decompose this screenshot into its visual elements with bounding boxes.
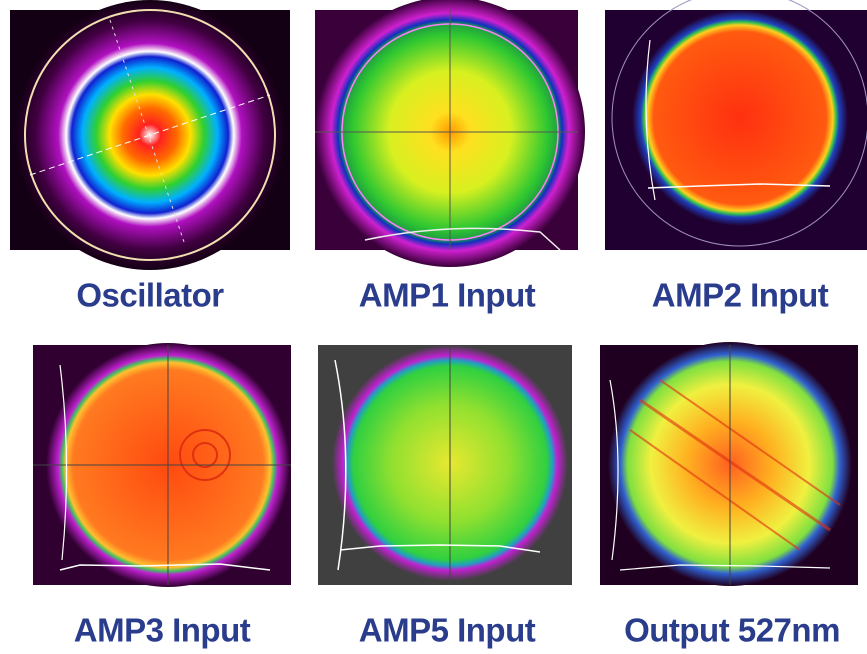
figure: Oscillator AMP1 Input AMP2 Input AMP3 In… bbox=[0, 0, 867, 654]
panel-label: AMP1 Input bbox=[359, 277, 536, 314]
amp5-image bbox=[318, 345, 572, 585]
oscillator-image bbox=[10, 0, 290, 270]
panel-label: AMP5 Input bbox=[359, 612, 536, 649]
amp2-image bbox=[605, 0, 867, 250]
panel-label: AMP3 Input bbox=[74, 612, 251, 649]
output-image bbox=[600, 342, 858, 586]
amp1-image bbox=[315, 0, 585, 267]
panel-label: Oscillator bbox=[76, 277, 224, 314]
amp3-image bbox=[33, 343, 291, 587]
page: Oscillator AMP1 Input AMP2 Input AMP3 In… bbox=[0, 0, 867, 654]
panel-label: Output 527nm bbox=[624, 612, 840, 649]
panel-label: AMP2 Input bbox=[652, 277, 829, 314]
